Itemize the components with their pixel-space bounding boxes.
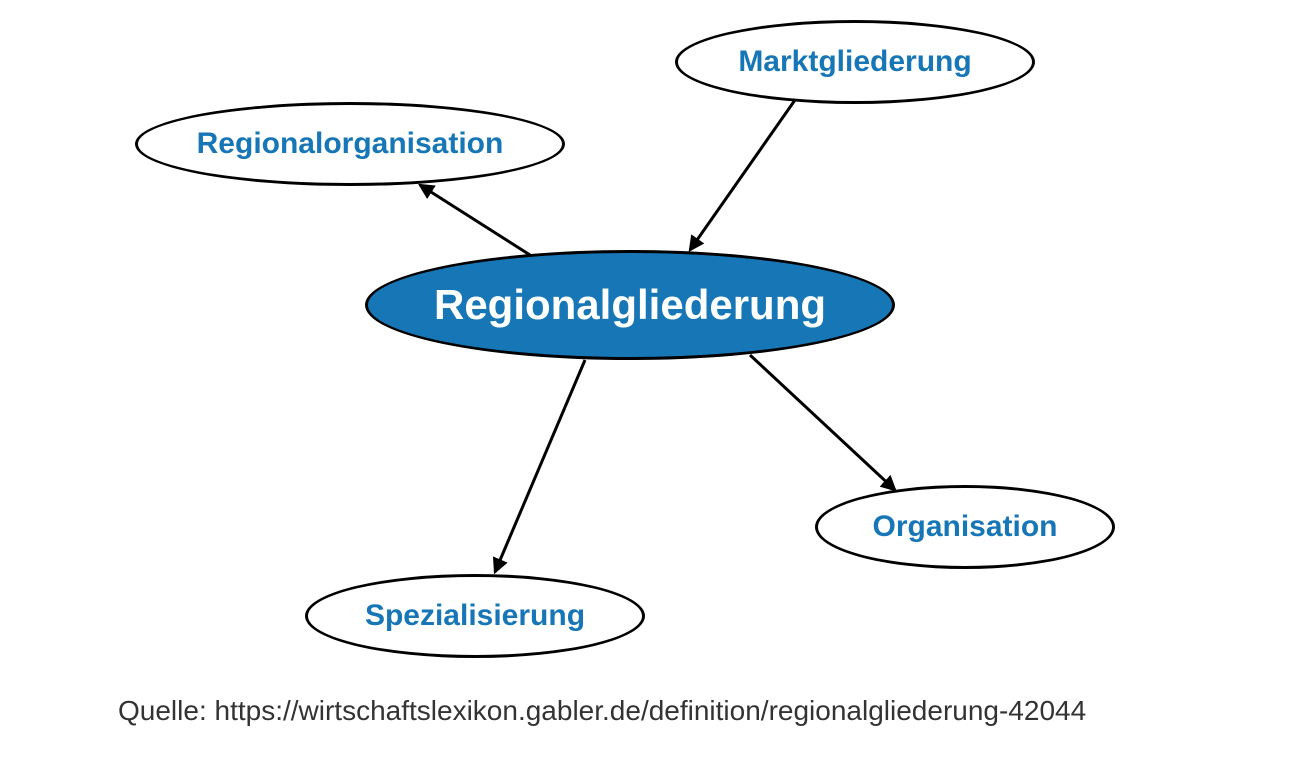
node-regionalgliederung: Regionalgliederung [365,250,895,360]
node-organisation: Organisation [815,485,1115,569]
node-label-organisation: Organisation [872,510,1057,544]
edge-regionalgliederung-to-spezialisierung [495,360,585,572]
source-prefix: Quelle: [118,695,215,726]
source-citation: Quelle: https://wirtschaftslexikon.gable… [118,695,1086,727]
node-label-regionalorganisation: Regionalorganisation [197,127,504,161]
node-regionalorganisation: Regionalorganisation [135,102,565,186]
node-spezialisierung: Spezialisierung [305,574,645,658]
source-url: https://wirtschaftslexikon.gabler.de/def… [215,695,1087,726]
edge-regionalgliederung-to-organisation [750,355,895,490]
node-label-spezialisierung: Spezialisierung [365,599,585,633]
node-label-regionalgliederung: Regionalgliederung [434,281,826,329]
edge-regionalgliederung-to-regionalorganisation [420,185,530,255]
edge-marktgliederung-to-regionalgliederung [690,100,795,250]
node-marktgliederung: Marktgliederung [675,20,1035,104]
concept-map-diagram: Regionalgliederung Marktgliederung Regiona… [0,0,1300,765]
node-label-marktgliederung: Marktgliederung [738,45,971,79]
